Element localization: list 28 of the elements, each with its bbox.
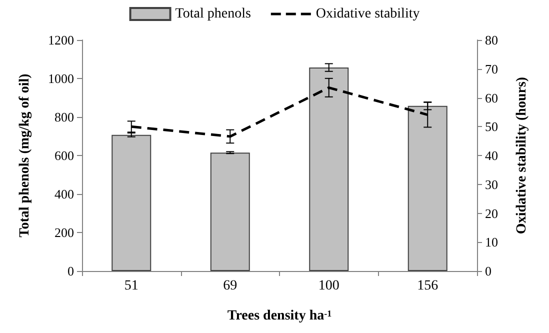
legend-label: Total phenols [175,6,251,22]
y-tick-label: 1200 [48,32,74,48]
y-tick-label: 600 [54,148,74,163]
y-tick-label: 800 [54,110,74,124]
x-tick-label: 51 [124,278,138,294]
y2-tick-label: 70 [485,61,498,76]
x-tick-label: 100 [318,278,340,294]
y-tick-label: 0 [68,264,74,278]
x-tick-label: 156 [417,278,438,294]
legend-label: Oxidative stability [316,6,420,22]
y2-tick-label: 80 [485,32,498,48]
y2-tick-label: 40 [485,148,498,163]
y-tick-label: 400 [54,186,74,202]
y2-tick-label: 0 [485,264,492,278]
bar [309,68,349,271]
y2-tick-label: 20 [485,206,498,221]
y2-tick-label: 50 [485,119,498,134]
x-tick-label: 69 [223,278,238,294]
bar [408,106,448,271]
y2-tick-label: 10 [485,234,498,250]
y2-axis-title: Oxidative stability (hours) [514,76,530,234]
y-tick-label: 1000 [48,71,74,86]
y2-tick-label: 30 [485,176,498,192]
y-axis-title: Total phenols (mg/kg of oil) [18,73,32,238]
y-tick-label: 200 [54,225,74,240]
bar [210,152,250,271]
y2-tick-label: 60 [485,90,498,106]
bar [112,134,152,271]
